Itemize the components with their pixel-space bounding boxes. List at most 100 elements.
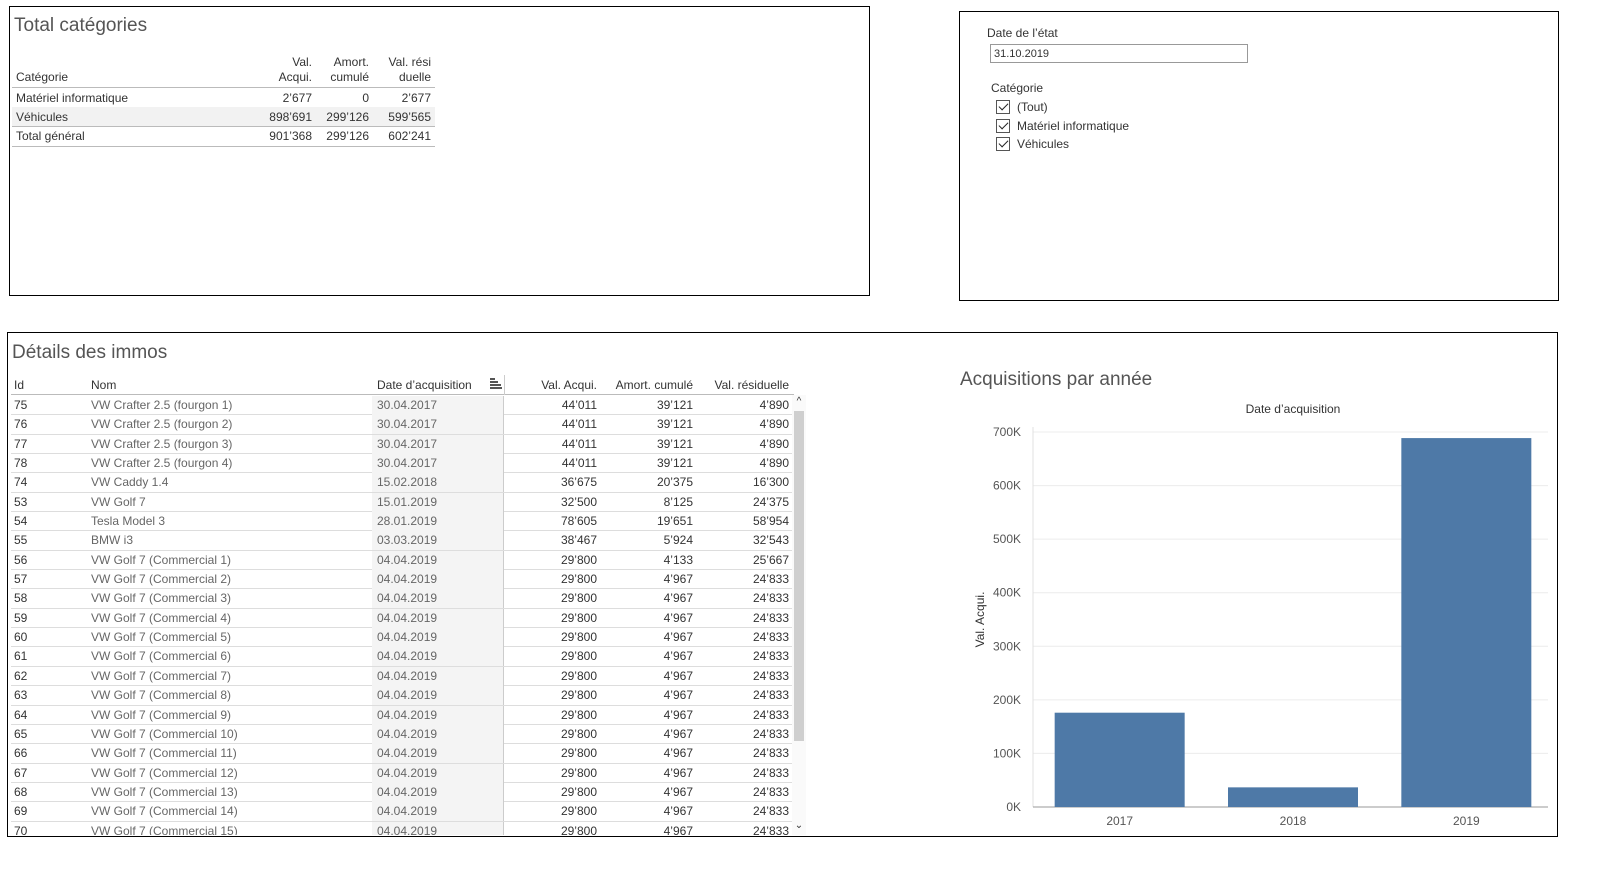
table-row[interactable]: 69 VW Golf 7 (Commercial 14) 04.04.2019 29’… [11, 802, 794, 822]
details-header-id[interactable]: Id [14, 378, 25, 392]
summary-panel: Total catégories Catégorie Val. Acqui. Am… [9, 6, 870, 296]
details-cell-amort: 4’967 [663, 668, 693, 683]
details-cell-resid: 25’667 [752, 552, 789, 567]
details-cell-date: 03.03.2019 [372, 531, 504, 551]
table-row[interactable]: 62 VW Golf 7 (Commercial 7) 04.04.2019 29’8… [11, 666, 794, 687]
table-row[interactable]: 60 VW Golf 7 (Commercial 5) 04.04.2019 29’8… [11, 628, 794, 648]
scroll-up-icon[interactable]: ^ [796, 396, 802, 407]
category-filter-label: Catégorie [991, 81, 1044, 95]
details-cell-val-acqui: 29’800 [560, 610, 597, 625]
summary-title: Total catégories [14, 15, 148, 36]
details-header-nom[interactable]: Nom [91, 378, 117, 392]
summary-row[interactable]: Matériel informatique 2’677 0 2’677 [12, 88, 435, 108]
category-option-vehicules[interactable]: Véhicules [996, 137, 1069, 151]
summary-cell-val-acqui: 898’691 [248, 107, 316, 127]
details-header-val-acqui[interactable]: Val. Acqui. [541, 378, 597, 392]
bar-2019 [1401, 438, 1532, 807]
table-row[interactable]: 59 VW Golf 7 (Commercial 4) 04.04.2019 29’8… [11, 608, 794, 629]
details-cell-resid: 32’543 [752, 533, 789, 548]
summary-header-amort-line2: cumulé [330, 70, 369, 84]
details-scrollbar[interactable]: ^ ⌄ [792, 395, 806, 835]
table-row[interactable]: 55 BMW i3 03.03.2019 38’467 5’924 32’543 [11, 531, 794, 551]
table-row[interactable]: 66 VW Golf 7 (Commercial 11) 04.04.2019 29’… [11, 744, 794, 764]
details-cell-date: 04.04.2019 [372, 666, 504, 686]
table-row[interactable]: 67 VW Golf 7 (Commercial 12) 04.04.2019 29’… [11, 763, 794, 783]
details-cell-nom: VW Golf 7 (Commercial 6) [91, 649, 232, 664]
summary-total-resid: 602’241 [388, 129, 431, 144]
details-cell-resid: 24’833 [752, 726, 789, 741]
scroll-thumb[interactable] [794, 411, 804, 741]
table-row[interactable]: 58 VW Golf 7 (Commercial 3) 04.04.2019 29’8… [11, 589, 794, 609]
summary-total-row[interactable]: Total général 901’368 299’126 602’241 [12, 126, 435, 146]
summary-header-val-acqui[interactable]: Val. Acqui. [248, 55, 316, 88]
details-cell-amort: 39’121 [656, 398, 693, 412]
details-cell-nom: VW Golf 7 (Commercial 1) [91, 552, 232, 567]
details-header-date[interactable]: Date d’acquisition [377, 375, 505, 395]
bar-2018 [1228, 787, 1358, 807]
details-cell-amort: 39’121 [656, 456, 693, 471]
x-tick-label: 2017 [1106, 814, 1133, 828]
details-cell-id: 67 [14, 765, 28, 780]
checkbox-checked-icon[interactable] [996, 100, 1010, 114]
table-row[interactable]: 57 VW Golf 7 (Commercial 2) 04.04.2019 29’8… [11, 570, 794, 590]
details-cell-amort: 4’967 [663, 804, 693, 819]
table-row[interactable]: 61 VW Golf 7 (Commercial 6) 04.04.2019 29’8… [11, 647, 794, 667]
details-header-resid[interactable]: Val. résiduelle [714, 378, 789, 392]
details-cell-date: 04.04.2019 [372, 628, 504, 648]
table-row[interactable]: 70 VW Golf 7 (Commercial 15) 04.04.2019 29’… [11, 821, 794, 835]
details-cell-resid: 24’833 [752, 804, 789, 819]
summary-header-resid-line1: Val. rési [388, 55, 431, 69]
category-option-all[interactable]: (Tout) [996, 100, 1048, 114]
details-cell-val-acqui: 29’800 [560, 552, 597, 567]
summary-row[interactable]: Véhicules 898’691 299’126 599’565 [12, 107, 435, 127]
summary-header-val-acqui-line2: Acqui. [278, 70, 312, 84]
details-cell-nom: BMW i3 [91, 533, 133, 548]
checkbox-checked-icon[interactable] [996, 119, 1010, 133]
details-cell-val-acqui: 29’800 [560, 630, 597, 645]
acquisitions-bar-chart: Date d’acquisition Val. Acqui. 0K 100K 200K 3… [973, 402, 1548, 828]
details-cell-amort: 20’375 [656, 475, 693, 490]
table-row[interactable]: 76 VW Crafter 2.5 (fourgon 2) 30.04.2017 44… [11, 415, 794, 435]
table-row[interactable]: 65 VW Golf 7 (Commercial 10) 04.04.2019 29’… [11, 724, 794, 745]
details-cell-id: 76 [14, 417, 28, 432]
scroll-down-icon[interactable]: ⌄ [794, 820, 804, 831]
details-cell-val-acqui: 44’011 [561, 456, 597, 471]
details-cell-val-acqui: 29’800 [560, 591, 597, 606]
y-tick-label: 0K [1006, 800, 1021, 814]
details-cell-date: 15.02.2018 [372, 473, 504, 493]
table-row[interactable]: 53 VW Golf 7 15.01.2019 32’500 8’125 24’375 [11, 492, 794, 513]
details-cell-id: 54 [14, 514, 28, 529]
details-cell-resid: 24’833 [752, 572, 789, 587]
details-cell-nom: VW Crafter 2.5 (fourgon 1) [91, 398, 233, 412]
summary-header-amort[interactable]: Amort. cumulé [316, 55, 373, 88]
table-row[interactable]: 54 Tesla Model 3 28.01.2019 78’605 19’651 58’… [11, 512, 794, 532]
details-cell-resid: 24’833 [752, 688, 789, 703]
details-cell-id: 75 [14, 398, 28, 412]
table-row[interactable]: 56 VW Golf 7 (Commercial 1) 04.04.2019 29’8… [11, 550, 794, 571]
table-row[interactable]: 63 VW Golf 7 (Commercial 8) 04.04.2019 29’8… [11, 686, 794, 706]
details-header-amort[interactable]: Amort. cumulé [615, 378, 693, 392]
details-cell-id: 78 [14, 456, 28, 471]
summary-header-row: Catégorie Val. Acqui. Amort. cumulé Val. r… [12, 55, 435, 88]
table-row[interactable]: 78 VW Crafter 2.5 (fourgon 4) 30.04.2017 44… [11, 454, 794, 474]
date-filter-input[interactable] [990, 44, 1248, 63]
table-row[interactable]: 74 VW Caddy 1.4 15.02.2018 36’675 20’375 16’3… [11, 473, 794, 493]
details-cell-nom: VW Golf 7 (Commercial 8) [91, 688, 232, 703]
table-row[interactable]: 64 VW Golf 7 (Commercial 9) 04.04.2019 29’8… [11, 705, 794, 725]
checkbox-checked-icon[interactable] [996, 137, 1010, 151]
category-option-materiel[interactable]: Matériel informatique [996, 119, 1129, 133]
table-row[interactable]: 75 VW Crafter 2.5 (fourgon 1) 30.04.2017 44… [11, 396, 794, 416]
table-row[interactable]: 77 VW Crafter 2.5 (fourgon 3) 30.04.2017 44… [11, 434, 794, 455]
sort-descending-icon[interactable] [490, 378, 502, 389]
details-cell-id: 58 [14, 591, 28, 606]
details-cell-amort: 5’924 [663, 533, 693, 548]
details-cell-date: 04.04.2019 [372, 744, 504, 764]
summary-header-resid[interactable]: Val. rési duelle [373, 55, 435, 88]
details-cell-nom: VW Golf 7 (Commercial 15) [91, 823, 238, 835]
details-table-body: 75 VW Crafter 2.5 (fourgon 1) 30.04.2017 44… [11, 396, 794, 835]
table-row[interactable]: 68 VW Golf 7 (Commercial 13) 04.04.2019 29’… [11, 782, 794, 803]
details-cell-amort: 4’967 [663, 823, 693, 835]
summary-header-category[interactable]: Catégorie [16, 70, 69, 84]
details-cell-id: 70 [14, 823, 28, 835]
details-cell-id: 59 [14, 610, 28, 625]
